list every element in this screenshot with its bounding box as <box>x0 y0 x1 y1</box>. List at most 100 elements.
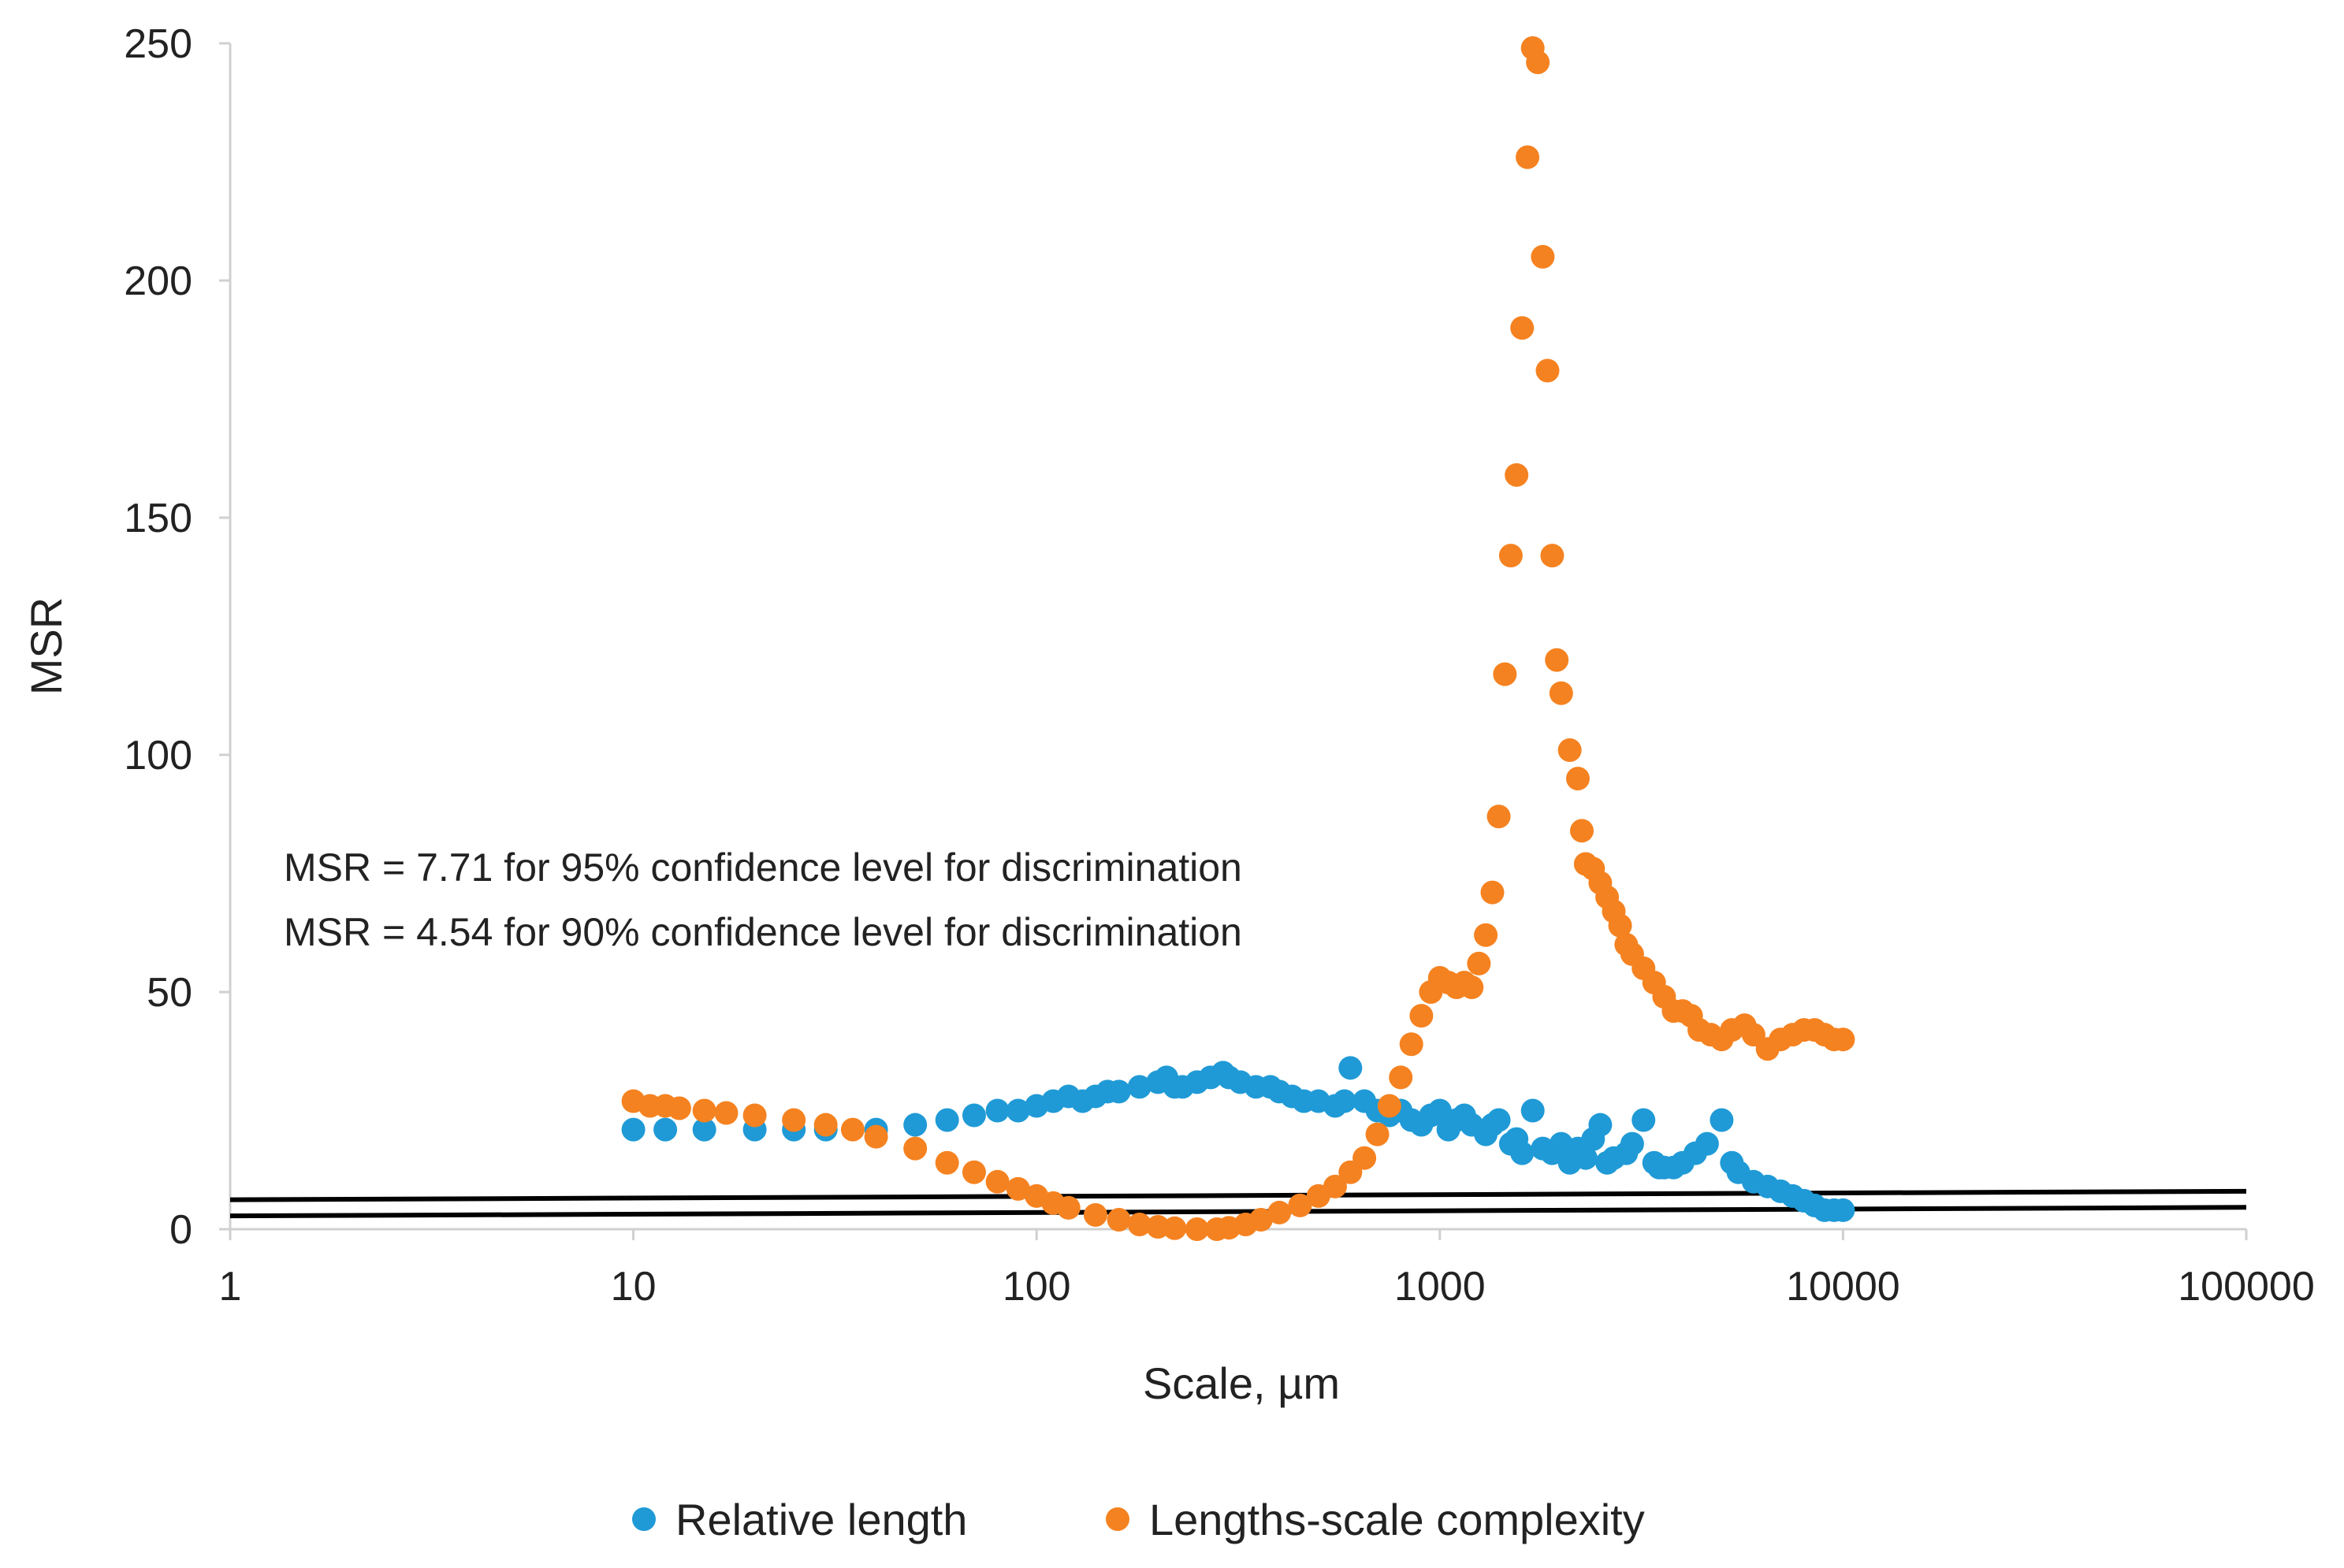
complexity-point <box>1531 244 1555 269</box>
relative-length-point <box>1573 1146 1598 1170</box>
reference-line-90 <box>229 1205 2247 1219</box>
x-axis-title: Scale, µm <box>1143 1358 1340 1408</box>
complexity-point <box>1460 975 1484 999</box>
y-tick-label: 0 <box>169 1207 192 1253</box>
complexity-point <box>962 1160 986 1184</box>
complexity-point <box>714 1101 739 1125</box>
relative-length-point <box>653 1117 678 1142</box>
x-tick-label: 1000 <box>1394 1264 1486 1310</box>
complexity-point <box>1540 544 1565 568</box>
y-tick-label: 200 <box>124 258 192 304</box>
complexity-point <box>1288 1193 1312 1217</box>
series-lengths-scale-complexity <box>621 36 1855 1241</box>
x-tick-label: 100000 <box>2178 1264 2315 1310</box>
complexity-point <box>1352 1146 1377 1170</box>
complexity-point <box>1083 1202 1107 1227</box>
relative-length-point <box>1520 1098 1545 1123</box>
complexity-point <box>1467 951 1491 975</box>
relative-length-point <box>903 1113 928 1137</box>
relative-length-point <box>1006 1098 1030 1123</box>
complexity-point <box>1569 819 1594 843</box>
relative-length-point <box>692 1117 716 1142</box>
complexity-point <box>1498 544 1523 568</box>
complexity-point <box>782 1108 806 1132</box>
relative-length-point <box>962 1103 986 1128</box>
relative-length-point <box>1107 1079 1131 1104</box>
annotation-90: MSR = 4.54 for 90% confidence level for … <box>284 910 1242 954</box>
relative-length-point <box>621 1117 646 1142</box>
relative-length-point <box>1338 1056 1363 1080</box>
complexity-point <box>1565 767 1590 791</box>
relative-length-point <box>1127 1075 1152 1099</box>
complexity-point <box>1535 359 1560 383</box>
legend-label-lengths-scale-complexity: Lengths-scale complexity <box>1149 1495 1645 1544</box>
x-tick-label: 10 <box>611 1264 657 1310</box>
y-axis-title: MSR <box>21 597 71 695</box>
legend: Relative length Lengths-scale complexity <box>632 1495 1645 1544</box>
complexity-point <box>1557 738 1582 762</box>
complexity-point <box>1365 1122 1390 1146</box>
complexity-point <box>1248 1207 1273 1232</box>
complexity-point <box>903 1136 928 1161</box>
complexity-point <box>1163 1216 1187 1240</box>
complexity-point <box>1107 1207 1131 1232</box>
relative-length-point <box>1332 1089 1356 1113</box>
complexity-point <box>864 1124 888 1149</box>
complexity-point <box>692 1098 716 1123</box>
y-tick-label: 50 <box>147 970 192 1016</box>
relative-length-point <box>1695 1131 1719 1156</box>
complexity-point <box>1549 681 1573 705</box>
legend-label-relative-length: Relative length <box>675 1495 967 1544</box>
relative-length-point <box>1620 1131 1644 1156</box>
complexity-point <box>935 1150 959 1175</box>
relative-length-point <box>1588 1113 1613 1137</box>
complexity-point <box>813 1113 838 1137</box>
reference-line-95 <box>229 1188 2247 1202</box>
y-tick-label: 250 <box>124 21 192 67</box>
relative-length-point <box>1631 1108 1656 1132</box>
annotations: MSR = 7.71 for 95% confidence level for … <box>284 845 1242 954</box>
x-tick-label: 100 <box>1003 1264 1071 1310</box>
relative-length-point <box>1831 1198 1855 1222</box>
complexity-point <box>1510 316 1535 340</box>
complexity-point <box>1493 662 1517 686</box>
y-tick-label: 100 <box>124 733 192 778</box>
x-tick-label: 10000 <box>1786 1264 1900 1310</box>
complexity-point <box>1185 1217 1209 1241</box>
complexity-point <box>1006 1176 1030 1201</box>
relative-length-point <box>1486 1108 1511 1132</box>
annotation-95: MSR = 7.71 for 95% confidence level for … <box>284 845 1242 890</box>
complexity-point <box>1608 913 1632 938</box>
complexity-point <box>1323 1174 1347 1198</box>
legend-marker-relative-length <box>632 1507 656 1531</box>
complexity-point <box>1516 145 1540 169</box>
complexity-point <box>985 1169 1010 1194</box>
complexity-point <box>667 1096 691 1120</box>
complexity-point <box>1056 1195 1081 1220</box>
complexity-point <box>1127 1212 1152 1236</box>
complexity-point <box>742 1103 767 1128</box>
complexity-point <box>1267 1200 1292 1224</box>
complexity-point <box>1545 648 1569 672</box>
relative-length-point <box>935 1108 959 1132</box>
relative-length-point <box>985 1098 1010 1123</box>
complexity-point <box>1389 1065 1413 1090</box>
complexity-point <box>1526 50 1550 75</box>
complexity-point <box>1480 880 1505 905</box>
series-layer <box>621 36 1855 1241</box>
complexity-point <box>1486 804 1511 829</box>
complexity-point <box>1399 1032 1423 1057</box>
x-tick-label: 1 <box>219 1264 242 1310</box>
complexity-point <box>1377 1094 1401 1118</box>
complexity-point <box>1831 1027 1855 1052</box>
axes: 0 50 100 150 200 250 1 10 100 1000 10000 100000 <box>124 21 2315 1310</box>
complexity-point <box>1505 463 1529 487</box>
complexity-point <box>1409 1004 1434 1028</box>
y-tick-label: 150 <box>124 496 192 541</box>
relative-length-point <box>1710 1108 1734 1132</box>
relative-length-point <box>1510 1141 1535 1165</box>
complexity-point <box>840 1117 865 1142</box>
legend-marker-lengths-scale-complexity <box>1106 1507 1129 1531</box>
reference-lines <box>229 1188 2247 1219</box>
